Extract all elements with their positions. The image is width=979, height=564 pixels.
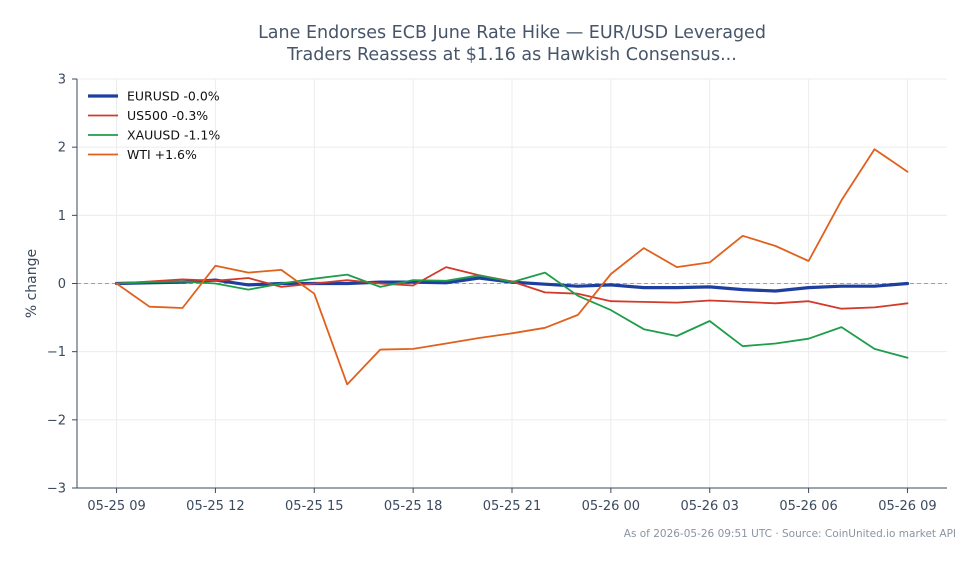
series-lines [114, 148, 910, 386]
x-tick-label-4: 05-25 21 [483, 499, 541, 514]
legend-label-0: EURUSD -0.0% [127, 89, 220, 104]
tick-labels: 05-25 09 05-25 12 05-25 15 05-25 18 05-25 21… [47, 73, 937, 515]
grid-lines [77, 78, 947, 489]
x-tick-label-8: 05-26 09 [878, 499, 936, 514]
series-line-2 [115, 271, 909, 359]
chart-title-line-2: Traders Reassess at $1.16 as Hawkish Con… [287, 45, 737, 65]
y-tick-label-3: 0 [58, 277, 66, 292]
legend-label-3: WTI +1.6% [127, 147, 197, 162]
footer-source-note: As of 2026-05-26 09:51 UTC · Source: Coi… [623, 528, 956, 540]
x-tick-label-0: 05-25 09 [87, 499, 145, 514]
y-tick-label-2: 1 [58, 209, 66, 224]
x-tick-label-6: 05-26 03 [681, 499, 739, 514]
series-line-3 [115, 148, 909, 386]
y-axis-label: % change [24, 249, 40, 318]
y-tick-label-6: −3 [47, 482, 66, 497]
legend-label-2: XAUUSD -1.1% [127, 128, 220, 143]
x-tick-label-7: 05-26 06 [779, 499, 837, 514]
x-tick-label-2: 05-25 15 [285, 499, 343, 514]
y-tick-label-0: 3 [58, 73, 66, 88]
chart-title: Lane Endorses ECB June Rate Hike — EUR/U… [0, 22, 979, 66]
x-tick-label-3: 05-25 18 [384, 499, 442, 514]
y-tick-label-1: 2 [58, 141, 66, 156]
legend-label-1: US500 -0.3% [127, 108, 208, 123]
y-tick-label-4: −1 [47, 345, 66, 360]
legend: EURUSD -0.0% US500 -0.3% XAUUSD -1.1% WTI +… [88, 89, 220, 162]
x-tick-label-1: 05-25 12 [186, 499, 244, 514]
chart-title-line-1: Lane Endorses ECB June Rate Hike — EUR/U… [258, 23, 766, 43]
y-tick-label-5: −2 [47, 413, 66, 428]
x-tick-label-5: 05-26 00 [582, 499, 640, 514]
